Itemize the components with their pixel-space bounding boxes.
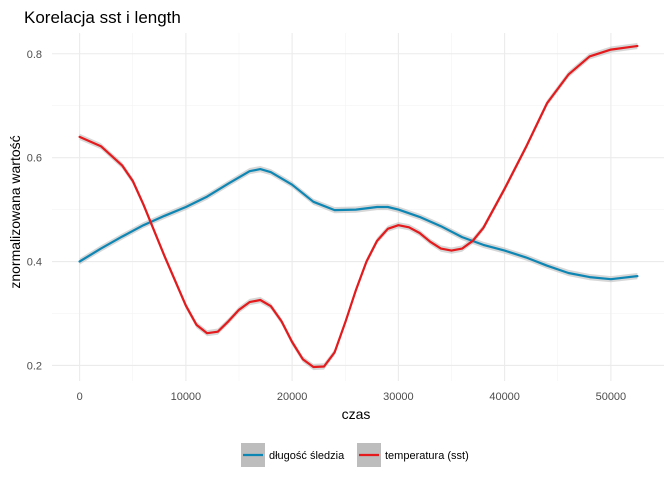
series-line-1 <box>78 44 639 369</box>
y-axis-title: znormalizowana wartość <box>7 135 23 288</box>
y-tick-label: 0.6 <box>27 153 42 165</box>
x-tick-label: 0 <box>77 391 83 403</box>
x-axis-title: czas <box>342 406 371 422</box>
y-tick-label: 0.4 <box>27 257 42 269</box>
y-tick-label: 0.2 <box>27 360 42 372</box>
legend: długość śledzia temperatura (sst) <box>241 443 469 467</box>
y-axis-ticks: 0.2 0.4 0.6 0.8 <box>27 49 42 373</box>
legend-label-1: temperatura (sst) <box>385 450 469 462</box>
x-tick-label: 50000 <box>596 391 627 403</box>
x-tick-label: 20000 <box>277 391 308 403</box>
legend-label-0: długość śledzia <box>269 450 345 462</box>
series-line-0 <box>78 168 639 281</box>
plot-grid <box>52 33 664 381</box>
x-tick-label: 30000 <box>383 391 414 403</box>
confidence-band-0 <box>79 166 638 283</box>
chart-title: Korelacja sst i length <box>24 8 181 27</box>
series-lines <box>78 44 639 369</box>
x-tick-label: 10000 <box>171 391 202 403</box>
y-tick-label: 0.8 <box>27 49 42 61</box>
x-tick-label: 40000 <box>489 391 520 403</box>
x-axis-ticks: 0 10000 20000 30000 40000 50000 <box>77 391 627 403</box>
confidence-bands <box>79 42 638 371</box>
